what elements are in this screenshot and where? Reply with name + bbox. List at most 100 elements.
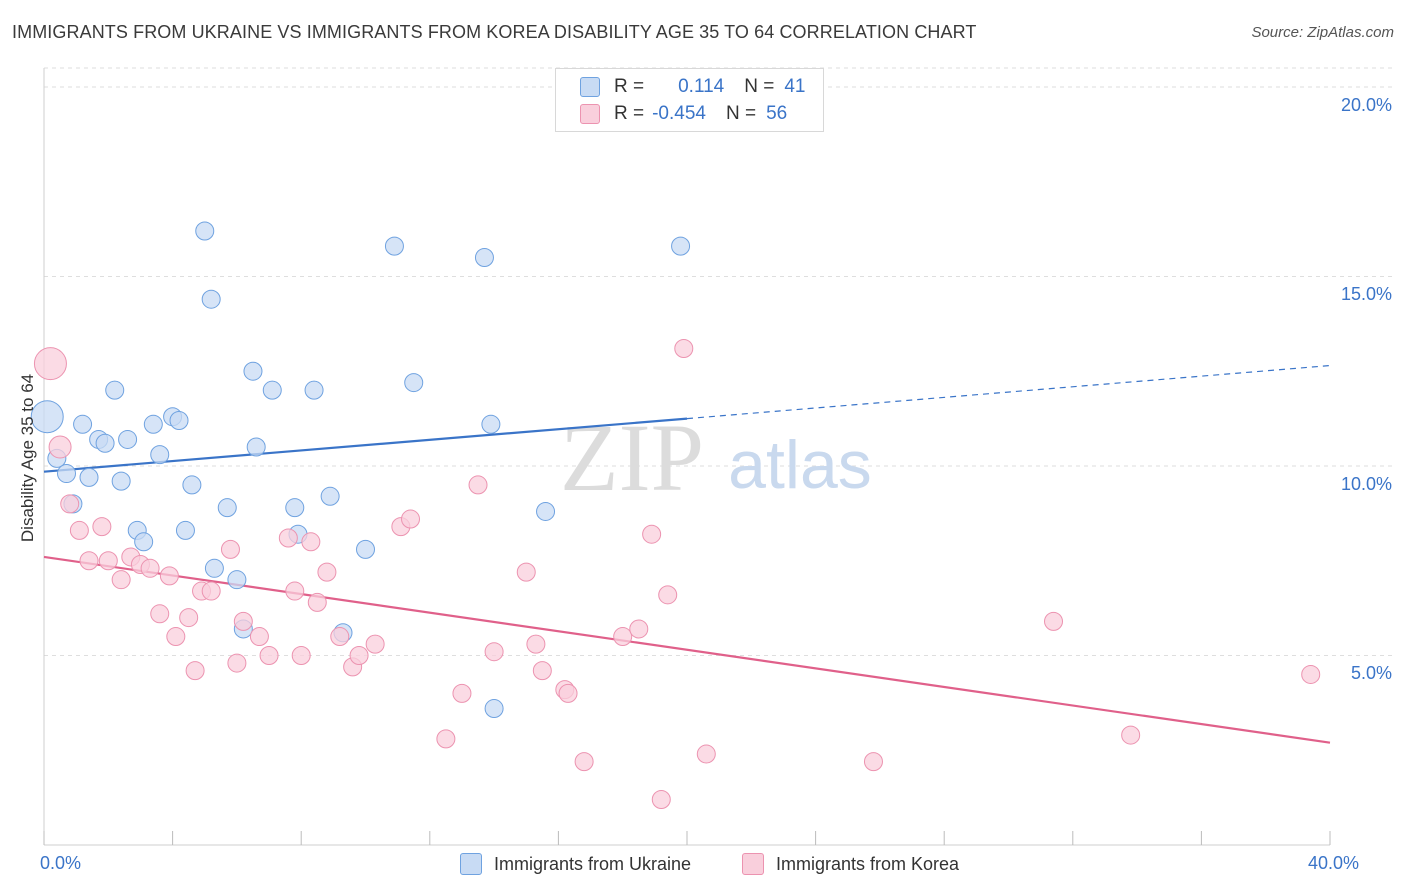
point-korea xyxy=(259,645,279,665)
point-korea xyxy=(516,562,536,582)
point-korea xyxy=(227,653,247,673)
point-ukraine xyxy=(79,467,99,487)
point-ukraine xyxy=(57,464,77,484)
point-korea xyxy=(291,645,311,665)
point-korea xyxy=(150,604,170,624)
point-korea xyxy=(140,558,160,578)
point-korea xyxy=(658,585,678,605)
point-korea xyxy=(1301,664,1321,684)
point-ukraine xyxy=(111,471,131,491)
point-ukraine xyxy=(243,361,263,381)
point-korea xyxy=(526,634,546,654)
axes xyxy=(43,68,1331,846)
point-ukraine xyxy=(105,380,125,400)
point-ukraine xyxy=(536,501,556,521)
point-ukraine xyxy=(30,400,64,434)
point-korea xyxy=(1044,611,1064,631)
point-korea xyxy=(307,592,327,612)
point-korea xyxy=(60,494,80,514)
point-korea xyxy=(484,642,504,662)
legend-n-label: N = xyxy=(725,103,757,124)
point-ukraine xyxy=(169,410,189,430)
point-korea xyxy=(79,551,99,571)
x-tick-label: 40.0% xyxy=(1308,853,1360,873)
point-ukraine xyxy=(671,236,691,256)
legend-row-korea: R = -0.454 N = 56 xyxy=(580,101,787,127)
point-korea xyxy=(33,347,67,381)
bottom-legend-swatch-korea xyxy=(742,853,764,875)
point-ukraine xyxy=(356,539,375,559)
point-korea xyxy=(574,752,594,772)
point-korea xyxy=(436,729,456,749)
point-ukraine xyxy=(404,373,424,393)
point-ukraine xyxy=(204,558,224,578)
trend-lines xyxy=(43,364,1331,744)
point-korea xyxy=(98,551,118,571)
point-korea xyxy=(285,581,305,601)
watermark-zip: ZIP xyxy=(560,404,704,511)
point-korea xyxy=(159,566,179,586)
legend: R = 0.114 N = 41 R = -0.454 N = 56 xyxy=(555,68,824,132)
y-tick-label: 20.0% xyxy=(1340,94,1392,115)
point-ukraine xyxy=(217,498,237,518)
trend-line-korea xyxy=(43,555,1331,744)
trend-line-ukraine xyxy=(43,417,688,473)
point-korea xyxy=(301,532,321,552)
point-ukraine xyxy=(304,380,324,400)
point-korea xyxy=(558,683,578,703)
x-tick-label: 0.0% xyxy=(40,853,82,873)
point-ukraine xyxy=(134,532,154,552)
point-korea xyxy=(532,661,552,681)
grid-lines xyxy=(44,67,1395,656)
legend-n-value: 41 xyxy=(784,76,806,97)
point-korea xyxy=(330,627,350,647)
point-korea xyxy=(452,683,472,703)
point-ukraine xyxy=(384,236,404,256)
point-ukraine xyxy=(175,520,195,540)
point-korea xyxy=(92,517,112,537)
trend-line-ukraine-extension xyxy=(686,364,1331,420)
point-korea xyxy=(179,608,199,628)
data-points xyxy=(30,221,1321,810)
point-korea xyxy=(48,435,72,459)
point-ukraine xyxy=(285,498,305,518)
point-korea xyxy=(278,528,298,548)
point-korea xyxy=(863,752,883,772)
point-ukraine xyxy=(262,380,282,400)
point-korea xyxy=(401,509,421,529)
point-korea xyxy=(468,475,488,495)
legend-n-value: 56 xyxy=(766,103,788,124)
legend-r-value: 0.114 xyxy=(678,76,725,97)
point-korea xyxy=(365,634,385,654)
point-korea xyxy=(201,581,221,601)
source-label: Source: ZipAtlas.com xyxy=(1251,24,1394,41)
y-axis-label: Disability Age 35 to 64 xyxy=(18,373,37,543)
point-ukraine xyxy=(246,437,266,457)
y-tick-label: 15.0% xyxy=(1340,284,1392,305)
point-korea xyxy=(696,744,716,764)
point-korea xyxy=(69,520,89,540)
point-korea xyxy=(349,645,369,665)
legend-swatch-ukraine xyxy=(580,77,600,97)
legend-r-label: R = xyxy=(614,103,645,124)
watermark-atlas: atlas xyxy=(728,427,872,503)
bottom-legend-korea: Immigrants from Korea xyxy=(742,851,959,877)
point-ukraine xyxy=(95,433,115,453)
bottom-legend-ukraine: Immigrants from Ukraine xyxy=(460,851,691,877)
chart-title: IMMIGRANTS FROM UKRAINE VS IMMIGRANTS FR… xyxy=(12,22,977,42)
bottom-legend-swatch-ukraine xyxy=(460,853,482,875)
point-korea xyxy=(1121,725,1141,745)
point-ukraine xyxy=(474,248,494,268)
point-ukraine xyxy=(195,221,215,241)
point-ukraine xyxy=(481,414,501,434)
watermark: ZIP atlas xyxy=(560,404,872,511)
legend-n-label: N = xyxy=(744,76,775,97)
legend-r-value: -0.454 xyxy=(652,103,706,124)
point-ukraine xyxy=(201,289,221,309)
bottom-legend-label-ukraine: Immigrants from Ukraine xyxy=(494,853,692,874)
point-korea xyxy=(220,539,240,559)
legend-r-label: R = xyxy=(614,76,645,97)
point-ukraine xyxy=(150,445,170,465)
legend-swatch-korea xyxy=(580,104,600,124)
